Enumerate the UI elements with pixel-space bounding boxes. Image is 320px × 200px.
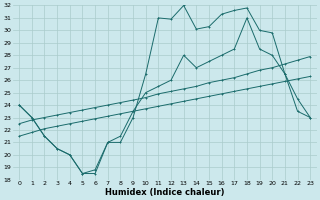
X-axis label: Humidex (Indice chaleur): Humidex (Indice chaleur) <box>105 188 224 197</box>
